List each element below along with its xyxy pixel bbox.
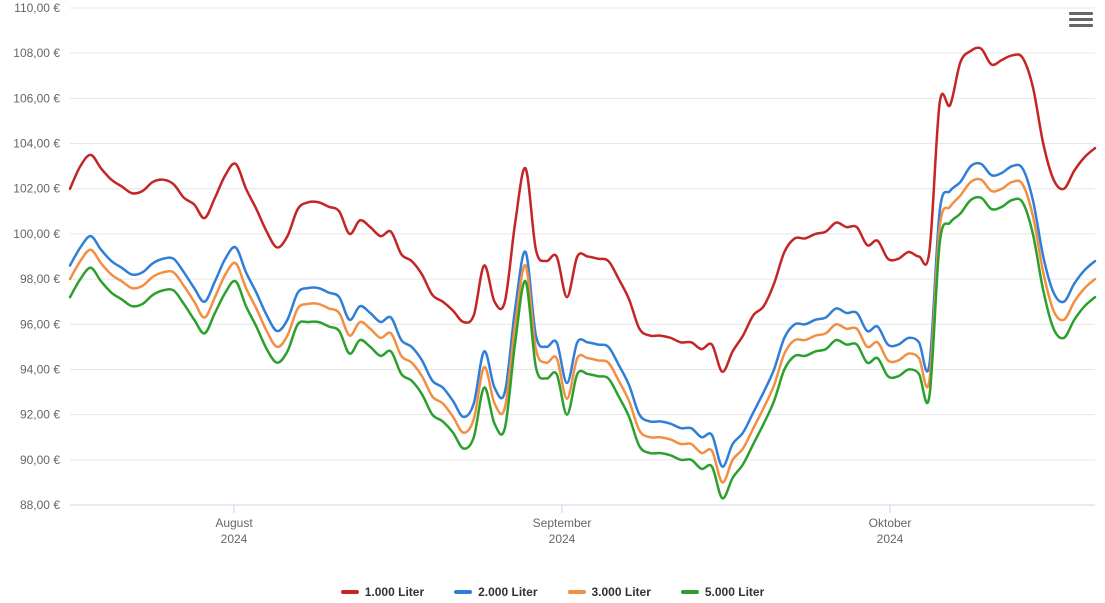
series-line-0[interactable]	[70, 48, 1095, 372]
legend-label: 5.000 Liter	[705, 585, 764, 599]
svg-text:Oktober: Oktober	[869, 516, 912, 530]
legend-swatch	[454, 590, 472, 594]
svg-text:96,00 €: 96,00 €	[20, 317, 60, 331]
svg-text:98,00 €: 98,00 €	[20, 272, 60, 286]
svg-text:92,00 €: 92,00 €	[20, 408, 60, 422]
svg-text:100,00 €: 100,00 €	[13, 227, 60, 241]
svg-text:94,00 €: 94,00 €	[20, 362, 60, 376]
series-line-1[interactable]	[70, 163, 1095, 467]
legend-swatch	[568, 590, 586, 594]
legend-item-0[interactable]: 1.000 Liter	[341, 585, 424, 599]
svg-text:2024: 2024	[221, 532, 248, 546]
chart-svg: 88,00 € 90,00 € 92,00 € 94,00 € 96,00 € 98,00…	[0, 0, 1105, 563]
legend: 1.000 Liter 2.000 Liter 3.000 Liter 5.000 L…	[0, 585, 1105, 599]
series-line-2[interactable]	[70, 179, 1095, 482]
svg-text:106,00 €: 106,00 €	[13, 91, 60, 105]
legend-item-2[interactable]: 3.000 Liter	[568, 585, 651, 599]
series-line-3[interactable]	[70, 197, 1095, 498]
svg-text:108,00 €: 108,00 €	[13, 46, 60, 60]
svg-text:104,00 €: 104,00 €	[13, 137, 60, 151]
svg-text:September: September	[533, 516, 592, 530]
hamburger-menu-icon[interactable]	[1069, 8, 1093, 30]
svg-text:2024: 2024	[549, 532, 576, 546]
svg-text:102,00 €: 102,00 €	[13, 182, 60, 196]
svg-text:August: August	[215, 516, 253, 530]
legend-item-1[interactable]: 2.000 Liter	[454, 585, 537, 599]
legend-label: 2.000 Liter	[478, 585, 537, 599]
legend-label: 3.000 Liter	[592, 585, 651, 599]
legend-item-3[interactable]: 5.000 Liter	[681, 585, 764, 599]
svg-text:110,00 €: 110,00 €	[14, 1, 60, 15]
price-chart: 88,00 € 90,00 € 92,00 € 94,00 € 96,00 € 98,00…	[0, 0, 1105, 603]
legend-swatch	[681, 590, 699, 594]
legend-label: 1.000 Liter	[365, 585, 424, 599]
svg-text:90,00 €: 90,00 €	[20, 453, 60, 467]
svg-text:2024: 2024	[877, 532, 904, 546]
svg-text:88,00 €: 88,00 €	[20, 498, 60, 512]
legend-swatch	[341, 590, 359, 594]
